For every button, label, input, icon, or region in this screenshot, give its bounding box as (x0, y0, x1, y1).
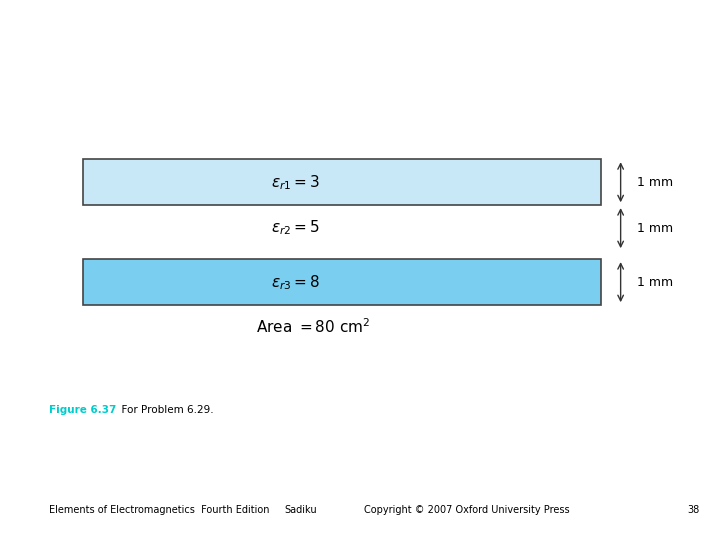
Text: Copyright © 2007 Oxford University Press: Copyright © 2007 Oxford University Press (364, 505, 570, 515)
Text: $\varepsilon_{r1} = 3$: $\varepsilon_{r1} = 3$ (271, 173, 320, 192)
Text: 1 mm: 1 mm (637, 275, 673, 289)
Text: $\varepsilon_{r3} = 8$: $\varepsilon_{r3} = 8$ (271, 273, 320, 292)
Text: Sadiku: Sadiku (284, 505, 317, 515)
Text: 1 mm: 1 mm (637, 221, 673, 235)
Text: $\varepsilon_{r2} = 5$: $\varepsilon_{r2} = 5$ (271, 219, 320, 238)
Text: Area $= 80$ cm$^{2}$: Area $= 80$ cm$^{2}$ (256, 318, 370, 336)
Bar (83, 159, 601, 205)
Text: 38: 38 (688, 505, 700, 515)
Bar (83, 259, 601, 305)
Text: Elements of Electromagnetics  Fourth Edition: Elements of Electromagnetics Fourth Edit… (49, 505, 269, 515)
Text: Figure 6.37: Figure 6.37 (49, 406, 117, 415)
Text: 1 mm: 1 mm (637, 176, 673, 189)
Text: For Problem 6.29.: For Problem 6.29. (115, 406, 214, 415)
